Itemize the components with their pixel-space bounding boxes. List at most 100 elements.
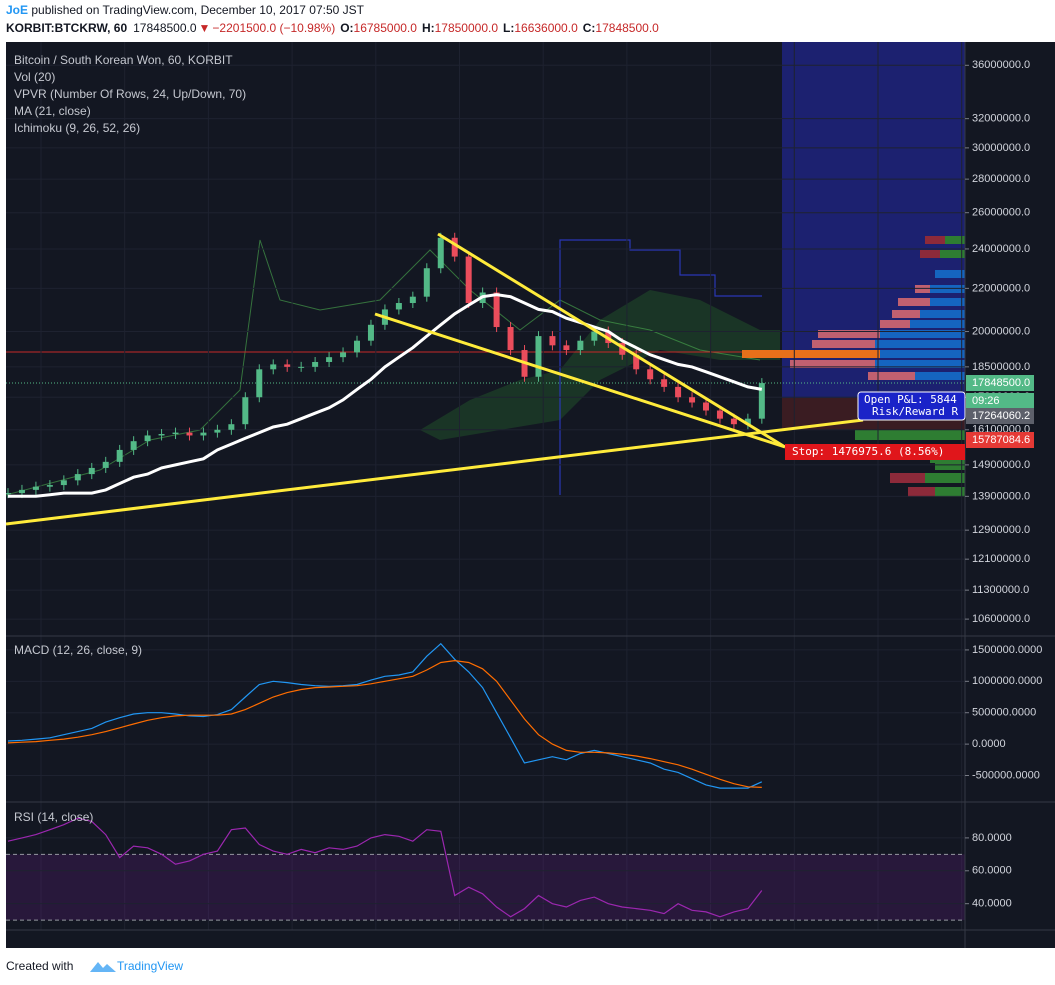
candle bbox=[326, 357, 333, 362]
candle bbox=[549, 336, 556, 346]
candle bbox=[354, 340, 360, 353]
candle bbox=[423, 268, 430, 297]
candle bbox=[158, 434, 165, 436]
y-tick-label: 500000.0000 bbox=[972, 707, 1036, 719]
candle bbox=[298, 366, 305, 368]
candle bbox=[242, 397, 249, 425]
ohlc-value: 16785000.0 bbox=[354, 21, 418, 35]
y-tick-label: 0.0000 bbox=[972, 738, 1006, 750]
ichimoku-cloud bbox=[420, 290, 780, 440]
legend-item: Vol (20) bbox=[14, 70, 55, 84]
indicator-line bbox=[7, 817, 763, 918]
candle bbox=[60, 480, 67, 486]
ichimoku-base bbox=[559, 239, 762, 495]
y-tick-label: 80.0000 bbox=[972, 832, 1012, 844]
price-label: 17848500.0 bbox=[972, 377, 1030, 389]
vpvr bbox=[742, 236, 965, 497]
stop-box bbox=[785, 444, 965, 460]
y-tick-label: 22000000.0 bbox=[972, 282, 1030, 294]
indicator-line bbox=[7, 642, 763, 789]
candle bbox=[744, 418, 751, 425]
candle bbox=[437, 237, 444, 269]
ohlc-value: 17850000.0 bbox=[435, 21, 499, 35]
candle bbox=[340, 352, 347, 358]
footer-logo bbox=[90, 962, 116, 972]
y-tick-label: 1000000.0000 bbox=[972, 675, 1042, 687]
candle bbox=[102, 461, 109, 468]
candle bbox=[74, 474, 81, 481]
candle bbox=[116, 449, 123, 462]
candle bbox=[409, 296, 416, 304]
candle bbox=[689, 397, 696, 403]
target-zone bbox=[782, 42, 965, 398]
legend-item: MA (21, close) bbox=[14, 104, 91, 118]
price-label-box bbox=[966, 432, 1034, 448]
price-label: 15787084.6 bbox=[972, 434, 1030, 446]
change: −2201500.0 (−10.98%) bbox=[212, 21, 335, 35]
author[interactable]: JoE bbox=[6, 3, 28, 17]
pane-title: RSI (14, close) bbox=[14, 810, 93, 824]
candle bbox=[88, 467, 95, 475]
indicator-line bbox=[7, 659, 762, 788]
y-tick-label: 60.0000 bbox=[972, 865, 1012, 877]
candle bbox=[619, 343, 626, 355]
y-tick-label: 11300000.0 bbox=[972, 584, 1029, 596]
candle bbox=[563, 345, 570, 351]
y-tick-label: 28000000.0 bbox=[972, 173, 1030, 185]
candle bbox=[32, 486, 39, 490]
symbol-line: KORBIT:BTCKRW, 60 17848500.0 ▼ −2201500.0 (… bbox=[6, 21, 659, 35]
y-tick-label: 12900000.0 bbox=[972, 524, 1030, 536]
price-label-box bbox=[966, 393, 1034, 409]
candle bbox=[395, 303, 402, 310]
y-tick-label: 24000000.0 bbox=[972, 243, 1030, 255]
candle bbox=[6, 493, 11, 495]
candle bbox=[633, 354, 640, 370]
y-tick-label: 40.0000 bbox=[972, 898, 1012, 910]
candle bbox=[256, 369, 263, 398]
legend-item: VPVR (Number Of Rows, 24, Up/Down, 70) bbox=[14, 87, 246, 101]
candle bbox=[591, 331, 598, 341]
candle bbox=[493, 292, 500, 328]
published: published on TradingView.com, December 1… bbox=[28, 3, 365, 17]
candle bbox=[716, 410, 723, 419]
ohlc-label: H: bbox=[422, 21, 435, 35]
y-tick-label: 36000000.0 bbox=[972, 59, 1030, 71]
footer-created: Created with bbox=[6, 959, 73, 973]
candle bbox=[675, 386, 682, 398]
candle bbox=[312, 361, 319, 367]
header-line: JoE published on TradingView.com, Decemb… bbox=[6, 3, 365, 17]
y-tick-label: 26000000.0 bbox=[972, 207, 1030, 219]
candle bbox=[507, 327, 514, 351]
price-label: 17264060.2 bbox=[972, 410, 1030, 422]
footer-brand[interactable]: TradingView bbox=[117, 959, 183, 973]
price-label: 09:26 bbox=[972, 395, 1000, 407]
main-title: Bitcoin / South Korean Won, 60, KORBIT bbox=[14, 53, 233, 67]
legend-item: Ichimoku (9, 26, 52, 26) bbox=[14, 121, 140, 135]
candle bbox=[703, 402, 709, 411]
pnl-label: Open P&L: 5844 bbox=[864, 393, 957, 406]
candle bbox=[228, 424, 235, 430]
ohlc-value: 16636000.0 bbox=[514, 21, 578, 35]
y-tick-label: 10600000.0 bbox=[972, 613, 1030, 625]
candle bbox=[270, 364, 277, 370]
trendlines bbox=[6, 232, 864, 526]
change-arrow: ▼ bbox=[199, 21, 211, 35]
candle bbox=[186, 432, 193, 436]
ma-line bbox=[8, 293, 763, 498]
candle bbox=[465, 256, 472, 304]
rr-label: Risk/Reward R bbox=[872, 405, 958, 418]
pane-title: MACD (12, 26, close, 9) bbox=[14, 643, 142, 657]
ohlc-label: C: bbox=[583, 21, 596, 35]
y-tick-label: 30000000.0 bbox=[972, 142, 1030, 154]
pnl-box bbox=[857, 391, 966, 421]
y-tick-label: 1500000.0000 bbox=[972, 644, 1042, 656]
y-tick-label: 14900000.0 bbox=[972, 459, 1030, 471]
candle bbox=[46, 485, 53, 487]
candle bbox=[18, 489, 25, 494]
candle bbox=[144, 435, 151, 442]
y-tick-label: -500000.0000 bbox=[972, 769, 1040, 781]
candle bbox=[214, 429, 221, 433]
axes: 36000000.0 32000000.0 30000000.0 28000000.0… bbox=[14, 59, 1042, 910]
candle bbox=[172, 432, 179, 435]
